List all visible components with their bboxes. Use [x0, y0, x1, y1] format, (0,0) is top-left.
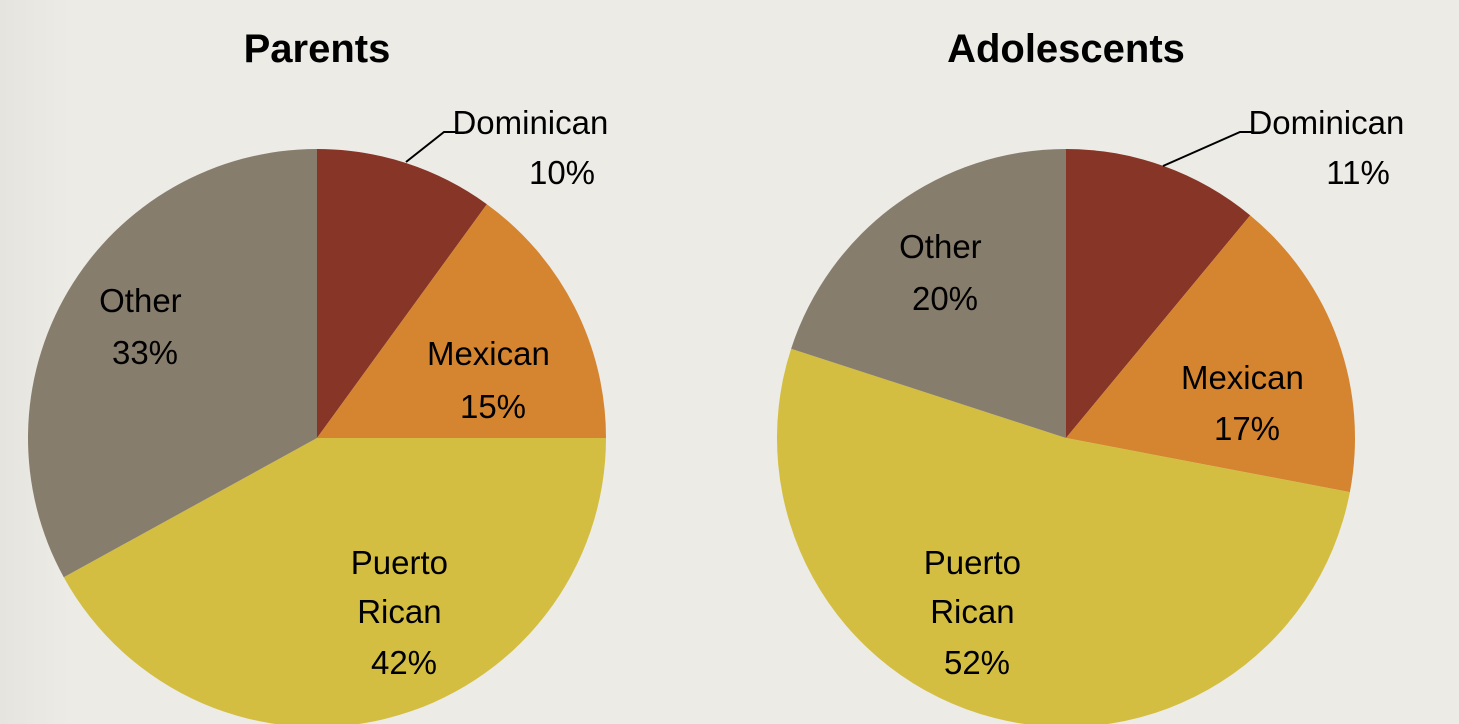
- leader-line: [405, 131, 458, 163]
- pie-slice-mexican: [1066, 215, 1355, 493]
- chart-title: Adolescents: [947, 27, 1185, 71]
- pie-chart-adolescents: Adolescents Dominican 11% Mexican 17% Pu…: [777, 27, 1413, 724]
- slice-label-dominican: Dominican 10%: [452, 104, 617, 191]
- slice-label-puerto-rican: Puerto Rican 42%: [351, 544, 457, 681]
- pie-slice-dominican: [1066, 149, 1251, 438]
- slice-label-puerto-rican: Puerto Rican 52%: [924, 544, 1030, 681]
- pie-slices: [777, 149, 1355, 724]
- pie-slices: [27, 149, 606, 724]
- slice-label-mexican: Mexican 15%: [427, 335, 559, 425]
- pie-slice-other: [791, 149, 1066, 438]
- slice-label-other: Other 20%: [899, 228, 991, 317]
- pie-slice-other: [27, 149, 317, 578]
- pie-chart-parents: Parents Dominican 10% Mexican 15% Puerto…: [27, 27, 617, 724]
- pie-slice-puerto-rican: [777, 348, 1350, 724]
- pie-slice-dominican: [317, 149, 487, 438]
- slice-label-dominican: Dominican 11%: [1248, 104, 1413, 191]
- slice-label-mexican: Mexican 17%: [1181, 359, 1313, 447]
- pie-slice-puerto-rican: [63, 438, 606, 724]
- pie-slice-mexican: [317, 204, 606, 438]
- leader-line: [1162, 131, 1254, 167]
- chart-title: Parents: [244, 27, 391, 71]
- slice-label-other: Other 33%: [99, 282, 191, 371]
